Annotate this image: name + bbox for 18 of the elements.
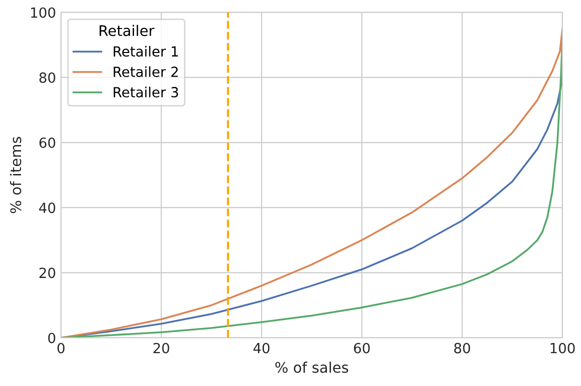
y-tick-label: 40 (39, 202, 56, 214)
x-axis-title: % of sales (275, 362, 348, 373)
y-tick-label: 80 (39, 72, 56, 83)
x-tick-label: 60 (354, 342, 370, 354)
y-axis-title: % of items (10, 136, 22, 214)
x-tick-label: 0 (58, 342, 64, 354)
legend-label: Retailer 3 (114, 86, 178, 98)
legend-label: Retailer 2 (114, 66, 178, 78)
x-tick-label: 40 (253, 342, 270, 354)
y-tick-label: 60 (39, 137, 56, 148)
y-tick-label: 0 (48, 332, 56, 344)
legend-label: Retailer 1 (114, 46, 178, 57)
x-tick-label: 80 (454, 342, 470, 354)
x-tick-label: 100 (550, 342, 575, 354)
y-tick-label: 100 (31, 7, 56, 18)
y-tick-label: 20 (39, 268, 56, 278)
legend-title: Retailer (100, 24, 154, 36)
x-tick-label: 20 (153, 342, 170, 354)
